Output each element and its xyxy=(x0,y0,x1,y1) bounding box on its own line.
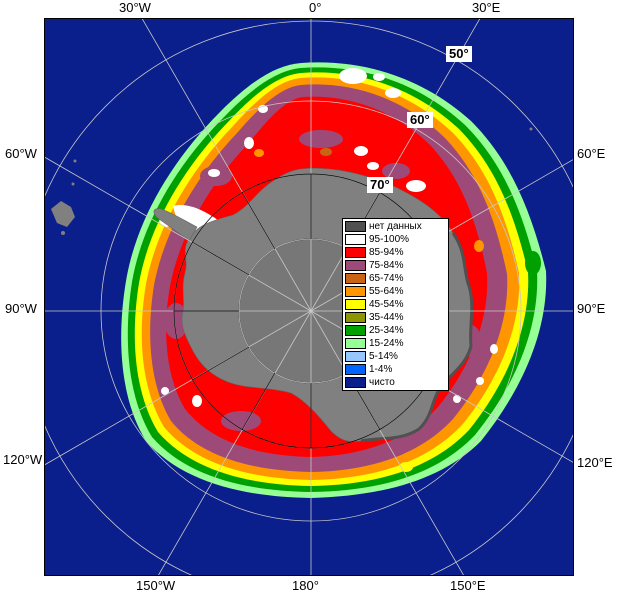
label-90e-right: 90°E xyxy=(577,301,606,316)
legend-label: 15-24% xyxy=(369,337,404,349)
islands xyxy=(51,127,533,235)
label-150e-bottom: 150°E xyxy=(450,578,486,593)
label-0-top: 0° xyxy=(309,0,322,15)
legend-item: 45-54% xyxy=(345,298,446,311)
legend-item: 85-94% xyxy=(345,246,446,259)
legend-label: чисто xyxy=(369,376,395,388)
legend-item: 35-44% xyxy=(345,311,446,324)
legend-swatch xyxy=(345,338,366,349)
antarctic-peninsula xyxy=(153,208,198,242)
legend-swatch xyxy=(345,221,366,232)
legend-swatch xyxy=(345,286,366,297)
legend-item: 5-14% xyxy=(345,350,446,363)
legend-item: чисто xyxy=(345,376,446,389)
legend-item: 95-100% xyxy=(345,233,446,246)
legend-swatch xyxy=(345,299,366,310)
legend-label: 85-94% xyxy=(369,246,404,258)
legend-label: 5-14% xyxy=(369,350,398,362)
legend-label: 45-54% xyxy=(369,298,404,310)
legend-item: 65-74% xyxy=(345,272,446,285)
legend-item: 15-24% xyxy=(345,337,446,350)
label-60w-left: 60°W xyxy=(5,146,37,161)
legend-item: 25-34% xyxy=(345,324,446,337)
lat-label-60: 60° xyxy=(407,112,433,128)
legend-label: 95-100% xyxy=(369,233,410,245)
label-120w-left: 120°W xyxy=(3,452,43,467)
legend-label: 75-84% xyxy=(369,259,404,271)
legend-swatch xyxy=(345,273,366,284)
label-90w-left: 90°W xyxy=(5,301,37,316)
legend-label: 55-64% xyxy=(369,285,404,297)
legend-label: 35-44% xyxy=(369,311,404,323)
polar-stereographic-map xyxy=(45,19,573,575)
label-180-bottom: 180° xyxy=(292,578,319,593)
legend-swatch xyxy=(345,377,366,388)
label-30w-top: 30°W xyxy=(119,0,151,15)
legend-swatch xyxy=(345,312,366,323)
graticule xyxy=(45,19,573,575)
no-data-fringe xyxy=(360,232,474,443)
legend-swatch xyxy=(345,247,366,258)
legend-item: 75-84% xyxy=(345,259,446,272)
legend-item: 55-64% xyxy=(345,285,446,298)
legend-label: нет данных xyxy=(369,220,422,232)
label-30e-top: 30°E xyxy=(472,0,501,15)
legend-swatch xyxy=(345,234,366,245)
concentration-legend: нет данных 95-100% 85-94% 75-84% 65-74% 55-64… xyxy=(342,218,449,391)
legend-swatch xyxy=(345,260,366,271)
legend-swatch xyxy=(345,351,366,362)
legend-swatch xyxy=(345,325,366,336)
legend-item: нет данных xyxy=(345,220,446,233)
label-120e-right: 120°E xyxy=(577,455,613,470)
lat-label-50: 50° xyxy=(446,46,472,62)
label-60e-right: 60°E xyxy=(577,146,606,161)
legend-label: 25-34% xyxy=(369,324,404,336)
label-150w-bottom: 150°W xyxy=(136,578,176,593)
legend-swatch xyxy=(345,364,366,375)
legend-item: 1-4% xyxy=(345,363,446,376)
sea-ice-map: 50° 60° 70° нет данных 95-100% 85-94% 75-84… xyxy=(44,18,574,576)
legend-label: 1-4% xyxy=(369,363,393,375)
lat-label-70: 70° xyxy=(367,177,393,193)
legend-label: 65-74% xyxy=(369,272,404,284)
